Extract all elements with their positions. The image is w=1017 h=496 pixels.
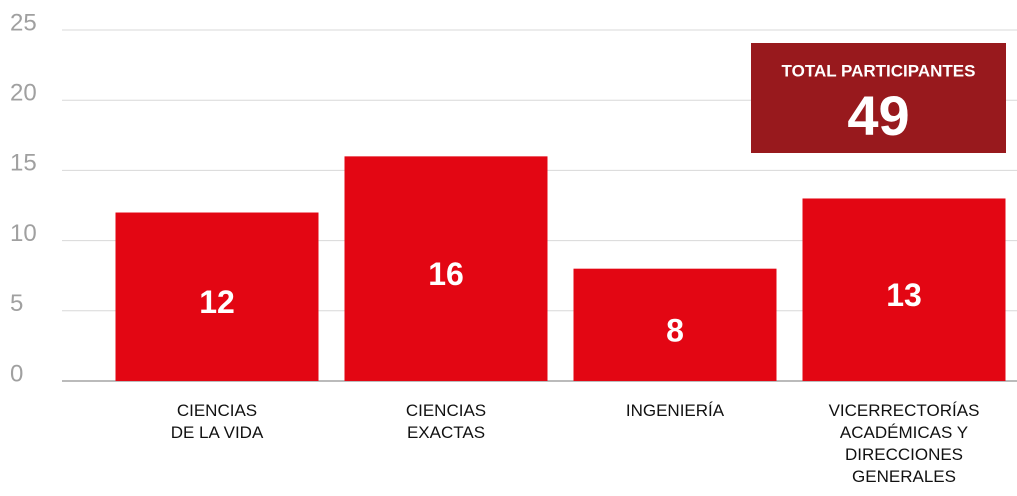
y-tick-label: 15 xyxy=(10,150,37,177)
y-tick-label: 10 xyxy=(10,220,37,247)
x-tick-label: VICERRECTORÍAS ACADÉMICAS Y DIRECCIONES … xyxy=(828,401,980,486)
y-tick-label: 20 xyxy=(10,80,37,107)
data-label: 8 xyxy=(666,312,684,348)
y-tick-label: 5 xyxy=(10,290,23,317)
data-label: 12 xyxy=(199,284,235,320)
bar xyxy=(115,212,319,381)
data-label: 13 xyxy=(886,277,922,313)
y-tick-label: 0 xyxy=(10,360,23,387)
x-tick-label: INGENIERÍA xyxy=(625,401,725,420)
bar xyxy=(802,198,1006,381)
data-label: 16 xyxy=(428,256,464,292)
x-tick-label: CIENCIAS DE LA VIDA xyxy=(170,401,264,442)
x-tick-label: CIENCIAS EXACTAS xyxy=(405,401,487,442)
total-label: TOTAL PARTICIPANTES xyxy=(782,61,976,80)
y-tick-label: 25 xyxy=(10,9,37,36)
bar xyxy=(573,268,777,381)
total-value: 49 xyxy=(847,84,909,147)
total-box xyxy=(751,43,1006,153)
bar xyxy=(344,156,548,381)
